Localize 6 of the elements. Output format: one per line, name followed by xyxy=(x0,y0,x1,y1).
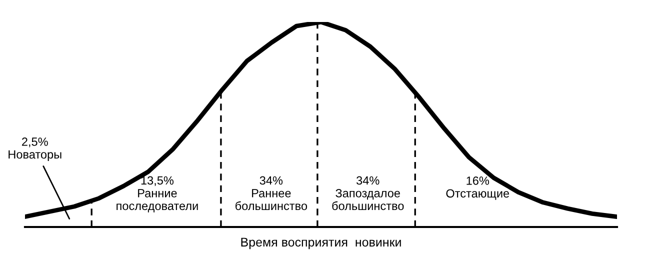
x-axis-title: Время восприятия новинки xyxy=(241,238,401,250)
annotation: 2,5% Новаторы xyxy=(8,138,62,161)
annotation: 13,5% Ранние последователи xyxy=(116,176,198,212)
annotation: 34% Раннее большинство xyxy=(236,176,308,210)
annotation: 34% Запоздалое большинство xyxy=(332,176,404,210)
annotation: 16% Отстающие xyxy=(446,176,510,200)
